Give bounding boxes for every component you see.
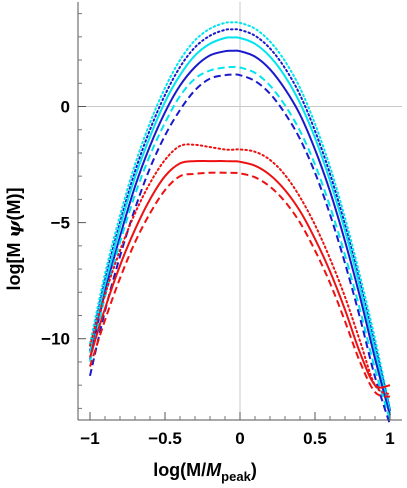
series-line-2 [89,28,391,412]
x-axis-label: log(M/Mpeak) [153,460,257,484]
series-line-5 [89,65,391,421]
x-tick-labels: −1 −0.5 0 0.5 1 [80,429,394,448]
series-line-6 [89,73,391,425]
x-tick-label: 0 [235,429,244,448]
series-line-8 [89,159,391,389]
series-line-9 [89,171,391,398]
tick-marks [78,13,391,420]
x-tick-label: −0.5 [148,429,182,448]
y-tick-label: 0 [61,98,70,117]
x-tick-label: 0.5 [303,429,327,448]
y-tick-label: −10 [41,330,70,349]
zero-grid-lines [78,2,402,420]
y-tick-labels: −10 −5 0 [41,98,70,349]
series-line-3 [89,36,391,414]
series-line-7 [89,143,391,396]
series-line-1 [89,21,391,410]
series-line-4 [89,49,391,416]
x-tick-label: 1 [385,429,394,448]
y-axis-label: log[M ψ(M)] [4,188,25,291]
x-tick-label: −1 [80,429,99,448]
series-layer [89,21,391,425]
y-tick-label: −5 [51,214,70,233]
